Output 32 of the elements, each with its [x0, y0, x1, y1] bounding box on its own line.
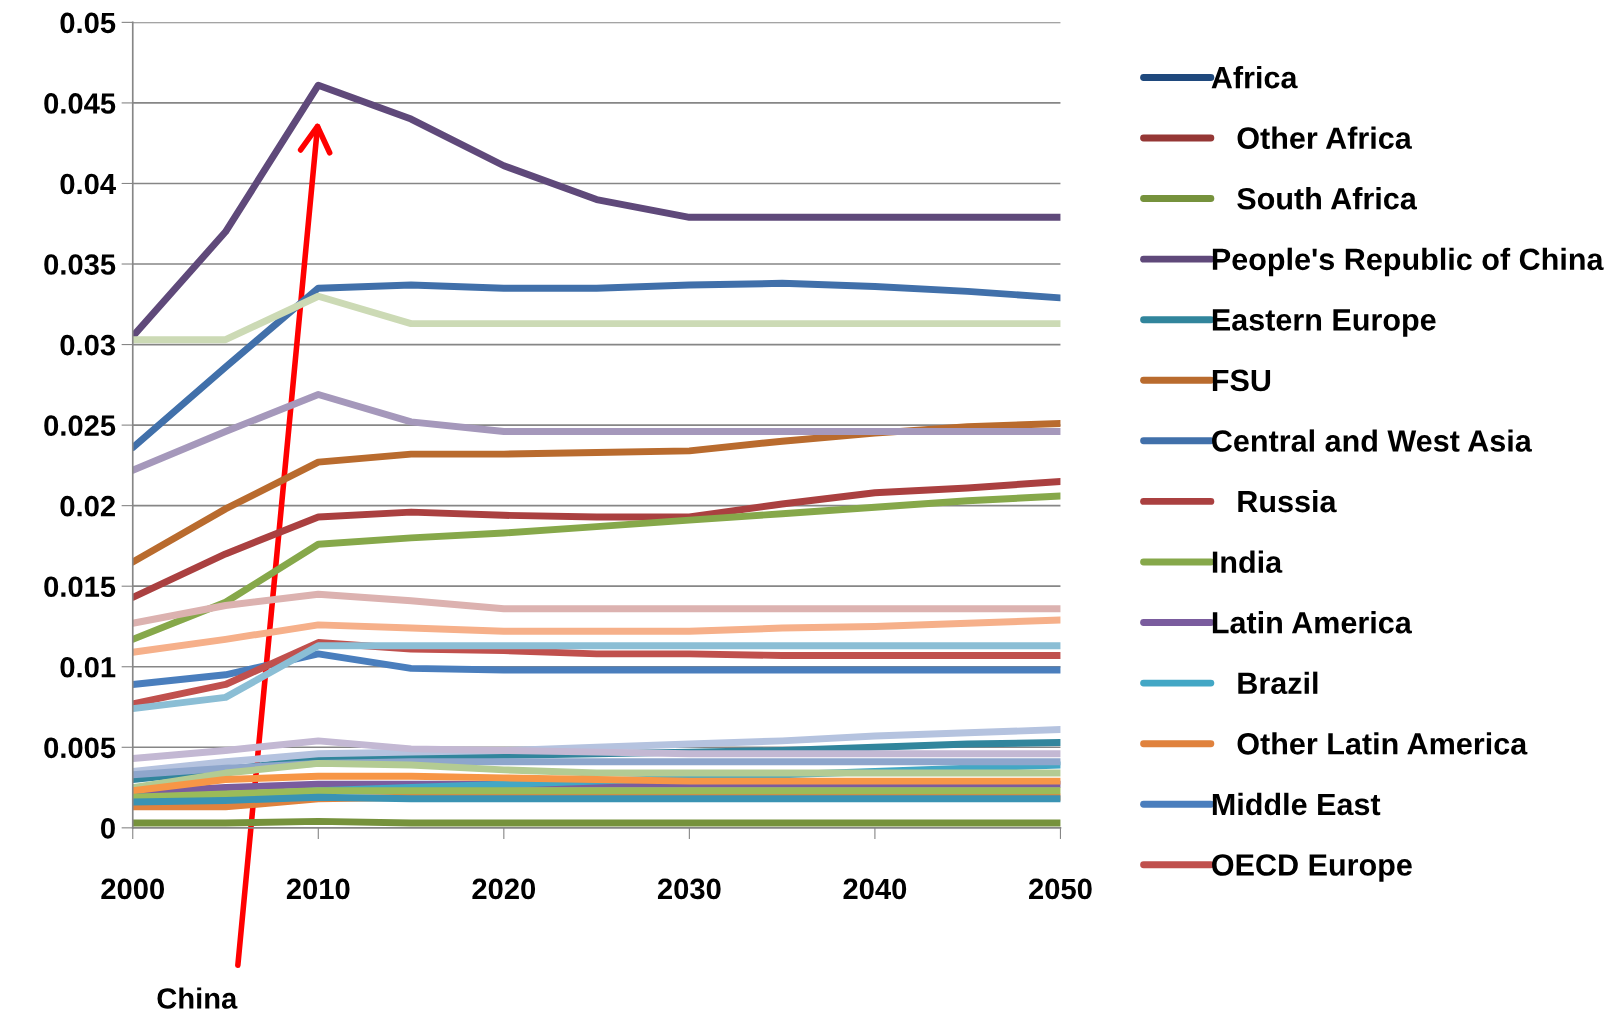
y-tick-label: 0.05 [60, 12, 116, 34]
legend-label: South Africa [1237, 187, 1417, 210]
y-tick-label: 0 [101, 818, 115, 839]
x-tick-label: 2010 [286, 878, 350, 900]
y-tick-label: 0.01 [60, 656, 116, 678]
legend-label: OECD Europe [1212, 854, 1412, 882]
y-tick-label: 0.03 [60, 334, 116, 356]
x-tick-label: 2000 [101, 878, 165, 900]
text: China [157, 987, 238, 1009]
x-tick-label: 2030 [657, 878, 721, 900]
y-tick-label: 0.025 [44, 415, 116, 436]
y-tick-label: 0.035 [44, 254, 116, 275]
legend-label: Other Africa [1237, 126, 1412, 149]
y-tick-label: 0.04 [60, 173, 116, 195]
legend-label: Latin America [1212, 611, 1412, 634]
legend-label: Russia [1238, 489, 1337, 513]
x-tick-label: 2020 [472, 878, 536, 900]
legend-label: Brazil [1238, 671, 1318, 695]
legend-label: FSU [1212, 369, 1271, 392]
legend-label: India [1212, 550, 1283, 573]
legend-label: Other Latin America [1237, 732, 1528, 755]
y-tick-label: 0.005 [44, 737, 116, 759]
y-tick-label: 0.015 [44, 576, 116, 598]
y-tick-label: 0.045 [44, 93, 116, 114]
legend-label: People's Republic of China [1212, 247, 1604, 277]
legend-label: Africa [1211, 65, 1298, 89]
legend-label: Eastern Europe [1212, 309, 1436, 337]
legend-label: Central and West Asia [1212, 429, 1532, 452]
y-tick-label: 0.02 [60, 495, 115, 517]
x-tick-label: 2040 [843, 878, 907, 900]
x-tick-label: 2050 [1029, 878, 1092, 900]
legend-label: Middle East [1212, 792, 1381, 816]
